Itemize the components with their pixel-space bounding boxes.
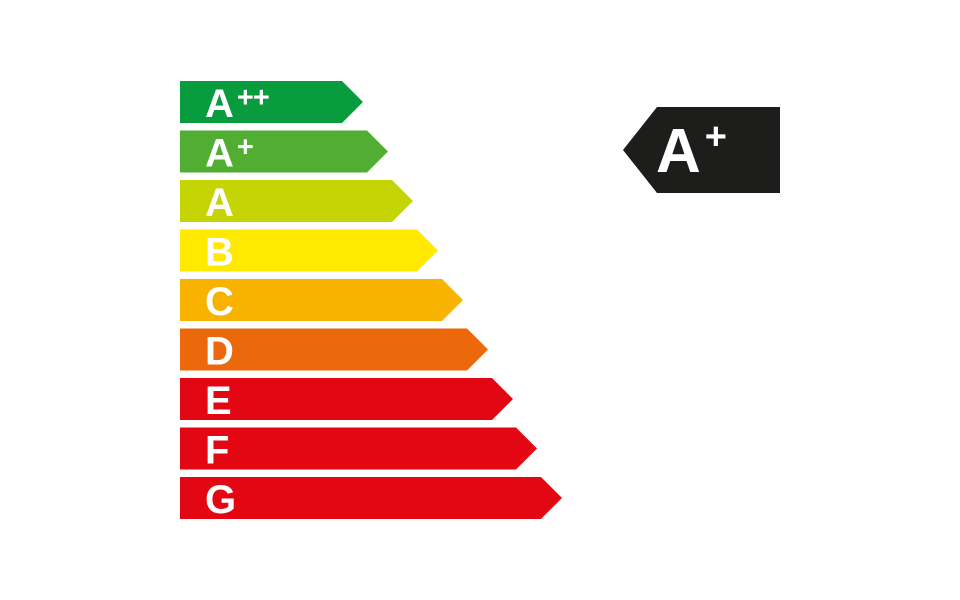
- energy-bar-label: A ++: [205, 82, 269, 126]
- energy-bar-grade: A: [205, 82, 234, 126]
- energy-bar-label: F: [205, 429, 229, 473]
- energy-bar-sup: +: [237, 132, 253, 164]
- energy-bar-arrow: [180, 328, 488, 371]
- energy-bar-arrow: [180, 229, 438, 272]
- energy-bar-arrow: [180, 279, 463, 321]
- energy-bar-grade: E: [205, 379, 232, 423]
- energy-bar-arrow: [180, 378, 513, 420]
- rating-badge-arrow: [623, 107, 780, 193]
- energy-bar-label: A: [205, 181, 234, 225]
- energy-bar-label: G: [205, 478, 236, 522]
- energy-bar-label: E: [205, 379, 232, 423]
- energy-bar-sup: ++: [237, 82, 269, 114]
- energy-bar-arrow: [180, 130, 388, 173]
- energy-bar-label: D: [205, 330, 234, 374]
- energy-bar-arrow: [180, 81, 363, 123]
- energy-bar-label: A +: [205, 132, 253, 176]
- energy-bar-grade: A: [205, 132, 234, 176]
- rating-badge-label: A +: [656, 116, 727, 186]
- energy-bar-grade: B: [205, 231, 234, 275]
- rating-badge-sup: +: [705, 116, 727, 158]
- energy-bar-grade: F: [205, 429, 229, 473]
- energy-bar-arrow: [180, 180, 413, 222]
- energy-bar-grade: G: [205, 478, 236, 522]
- rating-badge: A +: [623, 107, 780, 193]
- energy-bar-grade: A: [205, 181, 234, 225]
- energy-bar-arrow: [180, 477, 562, 519]
- energy-bar-arrow: [180, 427, 537, 470]
- energy-bar-grade: C: [205, 280, 234, 324]
- energy-bar-label: C: [205, 280, 234, 324]
- energy-bar-label: B: [205, 231, 234, 275]
- rating-badge-grade: A: [656, 117, 701, 186]
- energy-bar-grade: D: [205, 330, 234, 374]
